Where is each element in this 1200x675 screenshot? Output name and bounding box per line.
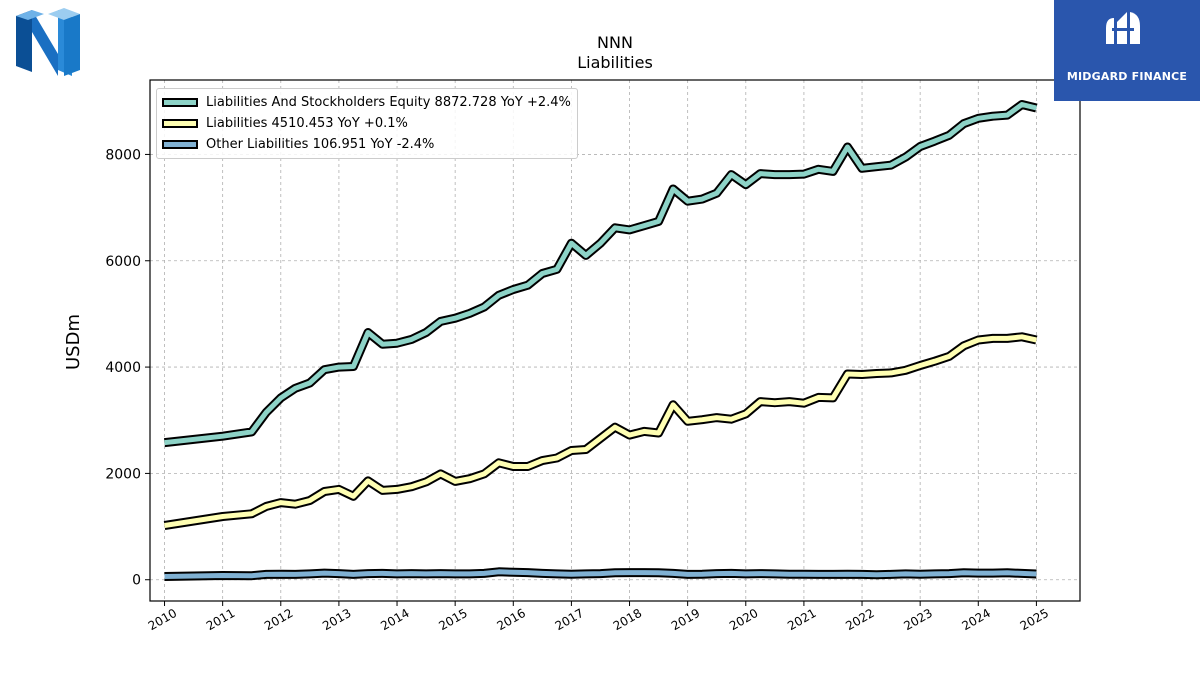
y-tick-label: 6000 <box>105 254 141 270</box>
x-tick-label: 2014 <box>378 606 411 633</box>
legend-item-other-liabilities: Other Liabilities 106.951 YoY -2.4% <box>162 134 571 155</box>
y-tick-label: 0 <box>132 573 141 589</box>
x-tick-label: 2018 <box>611 606 644 633</box>
y-tick-label: 4000 <box>105 360 141 376</box>
legend-swatch-liabilities <box>162 119 198 128</box>
legend-item-equity: Liabilities And Stockholders Equity 8872… <box>162 92 571 113</box>
x-tick-label: 2017 <box>553 606 586 633</box>
legend-swatch-other-liabilities <box>162 140 198 149</box>
legend: Liabilities And Stockholders Equity 8872… <box>156 88 578 159</box>
midgard-logo-icon <box>1106 12 1140 44</box>
x-tick-label: 2012 <box>262 606 295 633</box>
y-tick-label: 8000 <box>105 147 141 163</box>
x-tick-label: 2010 <box>146 606 179 633</box>
brand-name: MIDGARD FINANCE <box>1066 70 1188 83</box>
x-tick-label: 2019 <box>669 606 702 633</box>
legend-label-equity: Liabilities And Stockholders Equity 8872… <box>206 95 571 110</box>
midgard-finance-logo: MIDGARD FINANCE <box>1054 0 1200 101</box>
series-line-liabilities <box>164 334 1037 528</box>
legend-swatch-equity <box>162 98 198 107</box>
series-outline-liabilities <box>163 332 1038 530</box>
legend-item-liabilities: Liabilities 4510.453 YoY +0.1% <box>162 113 571 134</box>
x-tick-label: 2022 <box>843 606 876 633</box>
axes: 2010 2011 2012 2013 2014 2015 2016 2017 2018 2019… <box>105 79 1081 633</box>
x-tick-label: 2016 <box>495 606 528 633</box>
plot-frame <box>149 79 1081 602</box>
y-tick-label: 2000 <box>105 466 141 482</box>
x-tick-label: 2021 <box>785 606 818 633</box>
y-axis-label: USDm <box>63 314 84 370</box>
x-tick-label: 2020 <box>727 606 760 633</box>
series-line-other-liabilities <box>164 569 1037 579</box>
x-tick-label: 2011 <box>204 606 237 633</box>
legend-label-other-liabilities: Other Liabilities 106.951 YoY -2.4% <box>206 137 435 152</box>
series-layer <box>163 100 1038 581</box>
chart-subtitle: Liabilities <box>577 53 653 72</box>
series-line-liabilities-and-stockholders-equity <box>164 102 1037 446</box>
nn-logo <box>14 6 82 82</box>
legend-label-liabilities: Liabilities 4510.453 YoY +0.1% <box>206 116 408 131</box>
chart-title: NNN <box>597 33 633 52</box>
x-tick-label: 2023 <box>901 606 934 633</box>
x-tick-label: 2024 <box>960 606 993 633</box>
x-tick-label: 2013 <box>320 606 353 633</box>
x-tick-label: 2025 <box>1018 606 1051 633</box>
x-tick-label: 2015 <box>436 606 469 633</box>
